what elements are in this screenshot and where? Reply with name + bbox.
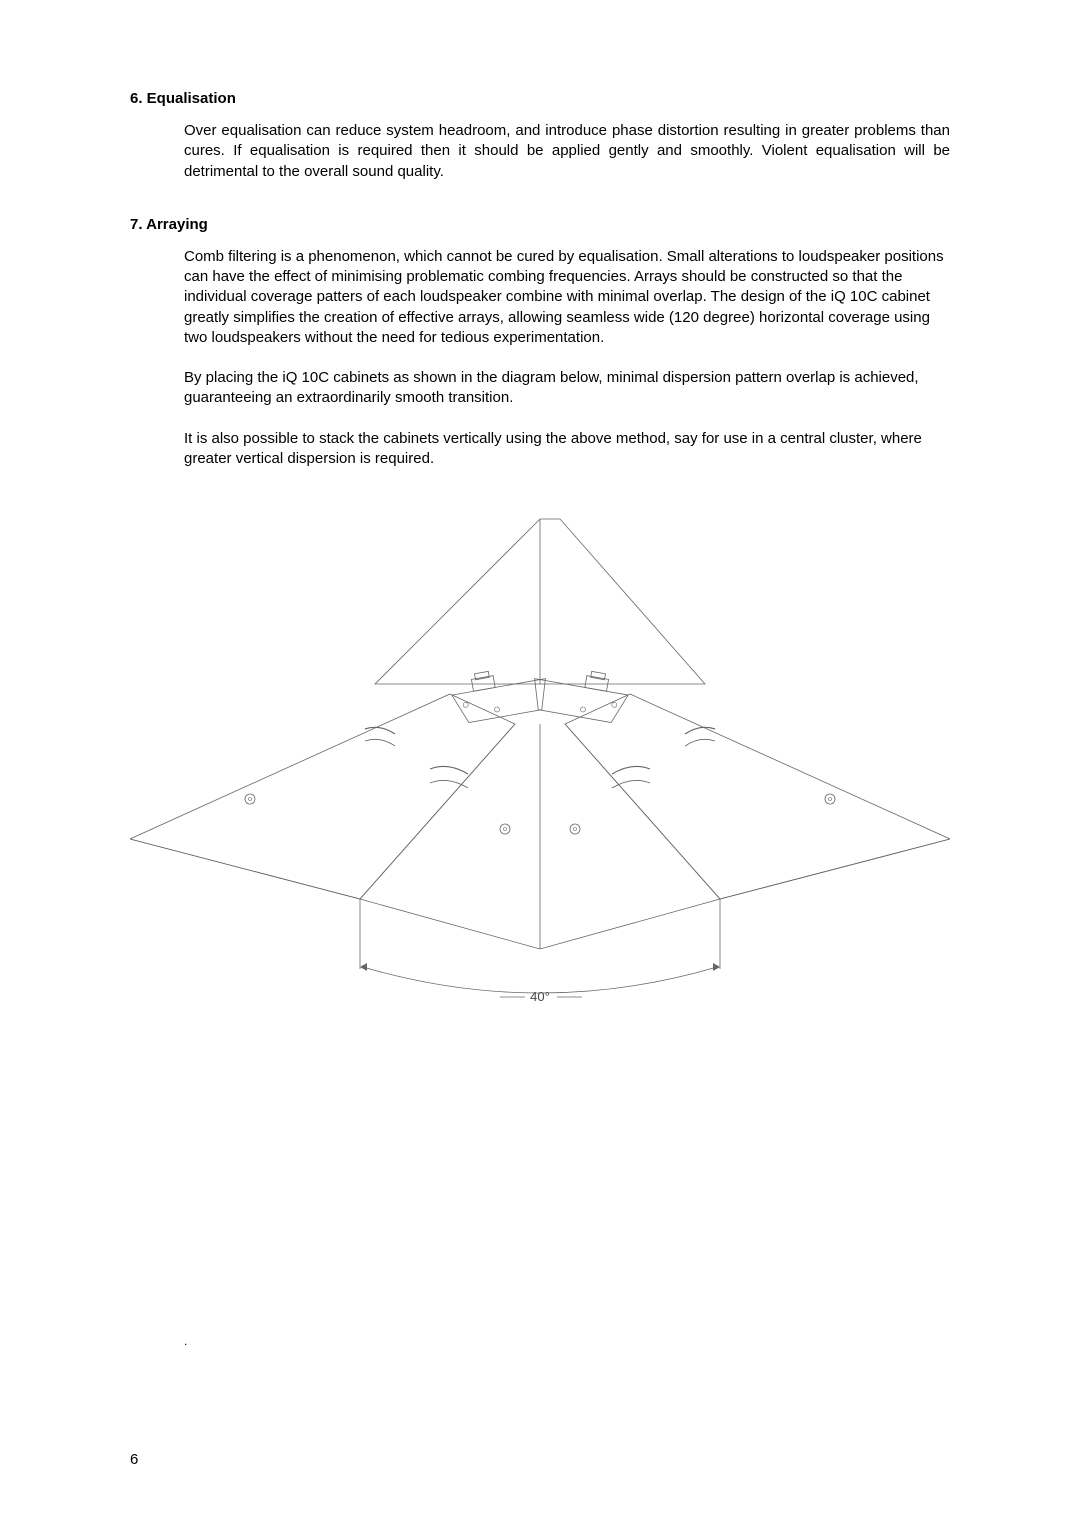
section-7-para-3: It is also possible to stack the cabinet…: [184, 429, 950, 470]
angle-label: 40°: [530, 989, 550, 1004]
speaker-array-diagram-svg: 40°: [130, 499, 950, 1059]
section-7-para-2: By placing the iQ 10C cabinets as shown …: [184, 368, 950, 409]
section-6-heading: 6. Equalisation: [130, 90, 950, 107]
stray-dot: .: [184, 1334, 187, 1348]
section-7-para-1: Comb filtering is a phenomenon, which ca…: [184, 247, 950, 348]
section-6-body: Over equalisation can reduce system head…: [184, 121, 950, 182]
section-7-heading: 7. Arraying: [130, 216, 950, 233]
arraying-diagram: 40°: [130, 499, 950, 1059]
page-number: 6: [130, 1451, 138, 1468]
